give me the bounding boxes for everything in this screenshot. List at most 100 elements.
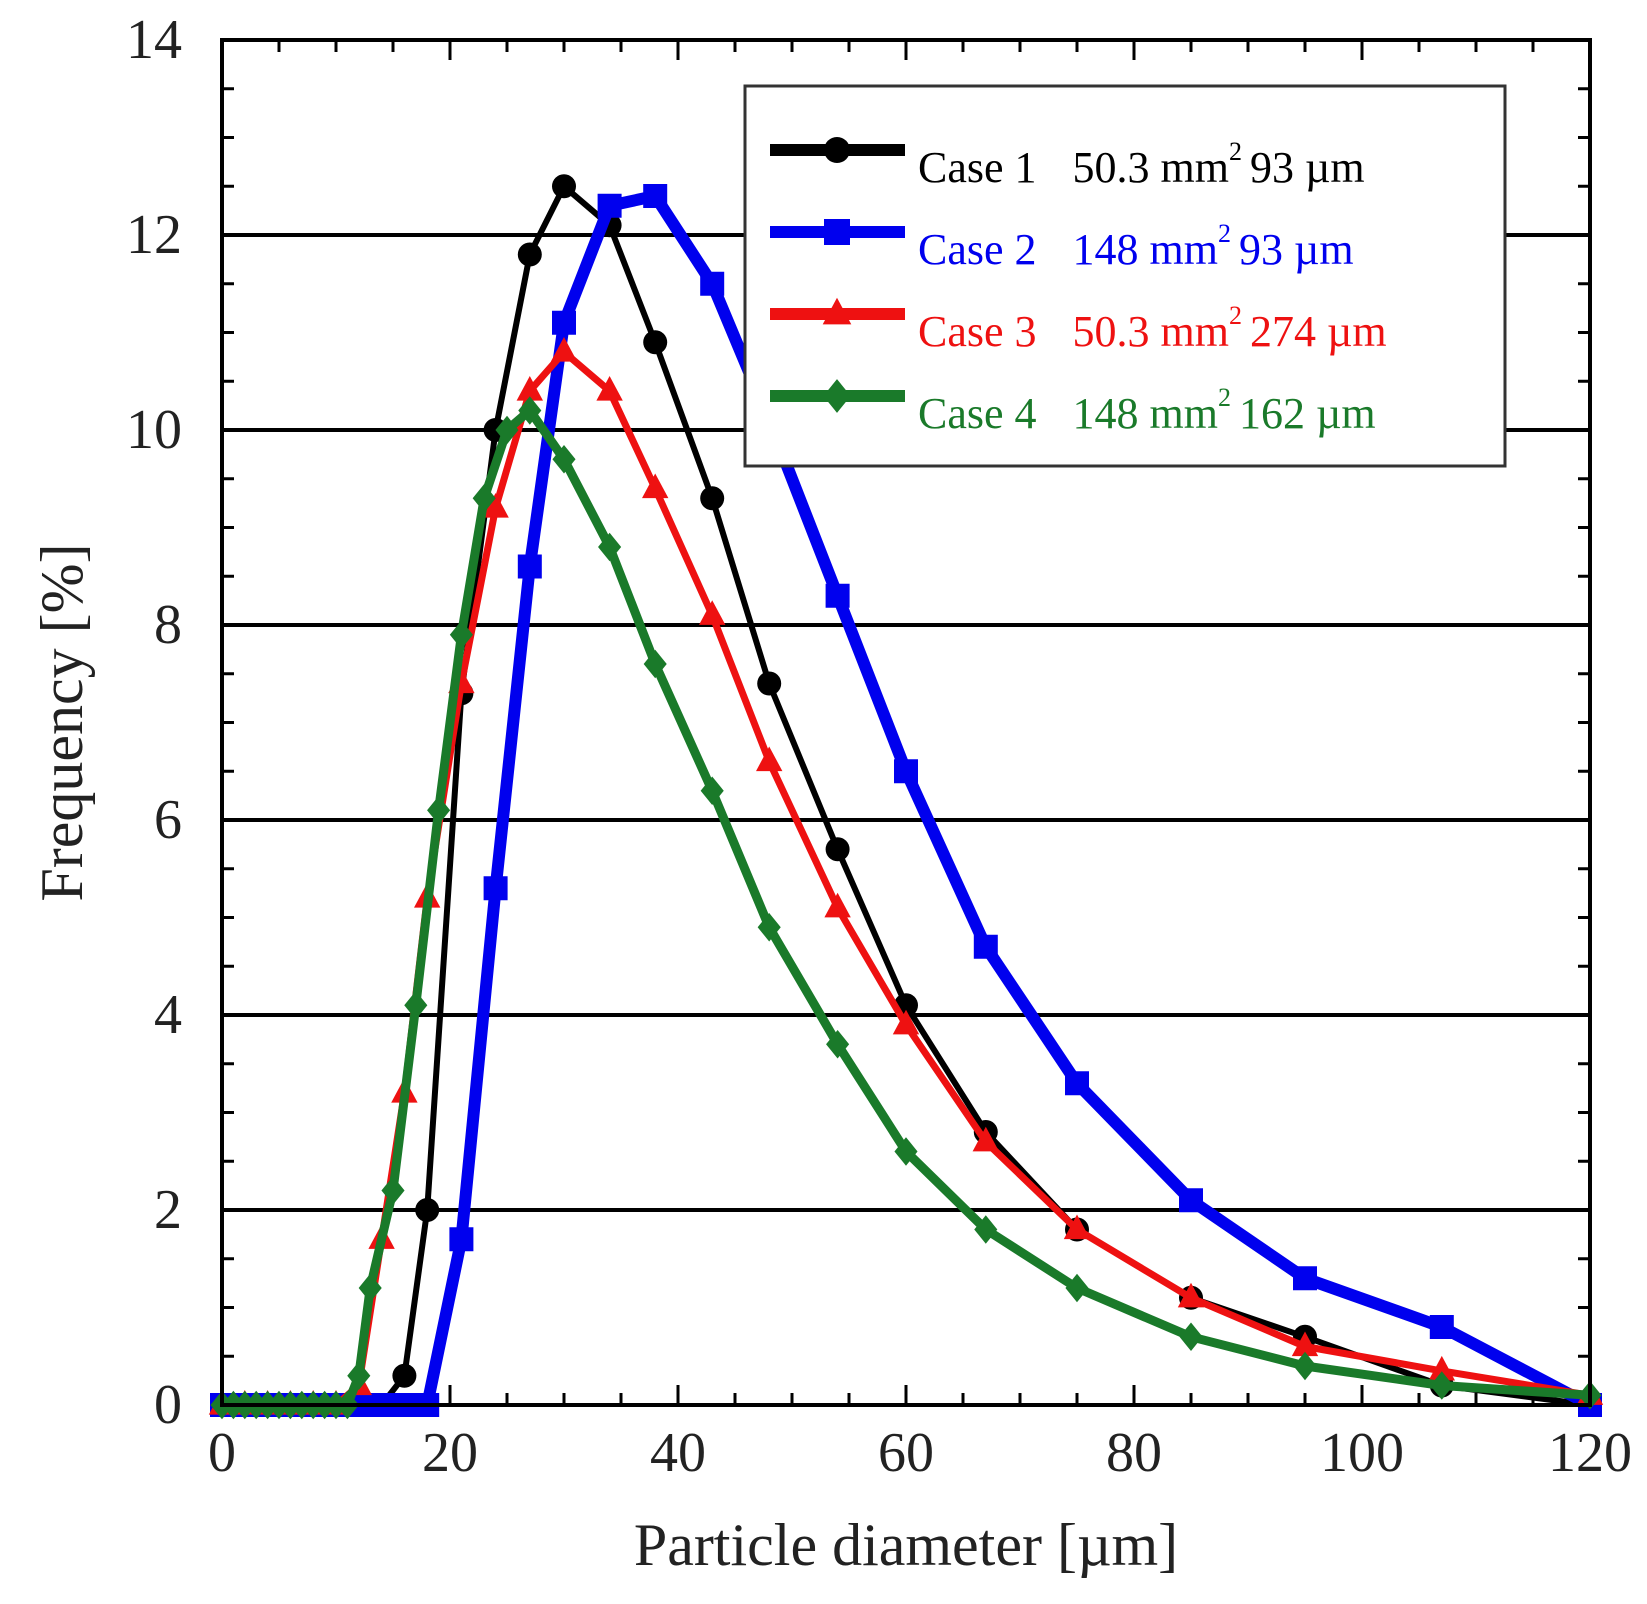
legend-entry-4: Case 4 148 mm2 162 µm xyxy=(770,379,1376,438)
legend-size: 274 µm xyxy=(1250,307,1387,356)
y-tick-label: 2 xyxy=(154,1179,182,1241)
legend-case: Case 4 xyxy=(918,389,1037,438)
data-point xyxy=(700,776,724,806)
legend-case: Case 1 xyxy=(918,143,1037,192)
legend-size: 93 µm xyxy=(1250,143,1365,192)
data-point xyxy=(404,990,428,1020)
data-point xyxy=(495,415,519,445)
legend-area: 50.3 mm xyxy=(1073,307,1229,356)
series-group xyxy=(208,174,1604,1420)
data-point xyxy=(598,532,622,562)
y-tick-label: 12 xyxy=(126,204,182,266)
data-point xyxy=(347,1361,371,1391)
plot-frame xyxy=(220,38,1592,1407)
tick-labels: 0 20 40 60 80 100 120 0 2 4 6 8 10 12 14 xyxy=(126,9,1632,1484)
legend-area: 148 mm xyxy=(1073,389,1218,438)
y-tick-label: 6 xyxy=(154,789,182,851)
data-point xyxy=(1179,1322,1203,1352)
legend-superscript: 2 xyxy=(1229,137,1242,166)
x-tick-label: 120 xyxy=(1548,1422,1632,1484)
data-point xyxy=(482,493,509,518)
data-point xyxy=(427,795,451,825)
legend-superscript: 2 xyxy=(1229,301,1242,330)
data-point xyxy=(517,554,542,579)
data-point xyxy=(892,1009,920,1035)
legend-case: Case 3 xyxy=(918,307,1037,356)
data-point xyxy=(972,1126,999,1152)
data-point xyxy=(517,242,542,267)
data-point xyxy=(392,1363,417,1388)
legend-case: Case 2 xyxy=(918,225,1037,274)
legend-label: Case 3 50.3 mm2 274 µm xyxy=(918,301,1387,356)
legend-marker xyxy=(824,137,850,163)
legend-label: Case 4 148 mm2 162 µm xyxy=(918,383,1376,438)
y-tick-label: 14 xyxy=(126,9,182,71)
data-point xyxy=(1179,1188,1203,1213)
data-point xyxy=(825,837,850,862)
data-point xyxy=(894,759,918,784)
data-point xyxy=(1293,1266,1317,1291)
data-point xyxy=(1429,1315,1454,1339)
data-point xyxy=(756,746,783,772)
data-point xyxy=(449,1227,474,1252)
data-point xyxy=(974,1215,998,1244)
data-point xyxy=(415,1198,440,1222)
data-point xyxy=(518,396,542,425)
data-point xyxy=(1065,1273,1089,1303)
data-point xyxy=(552,174,576,199)
data-point xyxy=(381,1176,405,1205)
data-point xyxy=(1063,1214,1091,1240)
y-tick-label: 0 xyxy=(154,1374,182,1436)
legend-area: 148 mm xyxy=(1073,225,1218,274)
data-point xyxy=(1428,1355,1455,1381)
data-point xyxy=(597,193,622,218)
legend-superscript: 2 xyxy=(1218,219,1231,248)
data-point xyxy=(973,934,998,959)
data-point xyxy=(894,1137,918,1166)
data-point xyxy=(642,473,669,499)
data-point xyxy=(358,1273,382,1303)
data-point xyxy=(1293,1351,1317,1381)
x-tick-label: 20 xyxy=(422,1422,478,1484)
y-tick-label: 8 xyxy=(154,594,182,656)
legend-marker xyxy=(823,379,851,413)
legend-label: Case 1 50.3 mm2 93 µm xyxy=(918,137,1365,192)
data-point xyxy=(643,184,668,208)
data-point xyxy=(596,376,623,401)
data-point xyxy=(757,912,781,942)
legend-area: 50.3 mm xyxy=(1073,143,1229,192)
data-point xyxy=(483,876,508,901)
data-point xyxy=(700,271,725,296)
data-point xyxy=(757,671,782,696)
data-point xyxy=(643,330,668,355)
x-tick-label: 0 xyxy=(208,1422,236,1484)
y-tick-label: 10 xyxy=(126,399,182,461)
data-point xyxy=(550,337,578,362)
data-point xyxy=(824,892,851,918)
legend-marker xyxy=(824,219,850,245)
x-axis-title: Particle diameter [µm] xyxy=(634,1512,1178,1578)
data-point xyxy=(1430,1371,1454,1400)
x-tick-label: 100 xyxy=(1320,1422,1404,1484)
legend-label: Case 2 148 mm2 93 µm xyxy=(918,219,1354,274)
legend-size: 93 µm xyxy=(1239,225,1354,274)
data-point xyxy=(826,1029,850,1059)
x-tick-label: 80 xyxy=(1106,1422,1162,1484)
data-point xyxy=(1177,1282,1205,1308)
legend-marker xyxy=(822,297,852,325)
legend-size: 162 µm xyxy=(1239,389,1376,438)
legend-entry-2: Case 2 148 mm2 93 µm xyxy=(770,219,1354,274)
x-tick-label: 60 xyxy=(878,1422,934,1484)
data-point xyxy=(699,600,726,625)
y-axis-title: Frequency [%] xyxy=(29,543,95,901)
data-point xyxy=(1065,1071,1089,1096)
data-point xyxy=(552,444,576,474)
y-tick-label: 4 xyxy=(154,984,182,1046)
data-point xyxy=(516,376,543,401)
data-point xyxy=(449,620,473,650)
legend-superscript: 2 xyxy=(1218,383,1231,412)
